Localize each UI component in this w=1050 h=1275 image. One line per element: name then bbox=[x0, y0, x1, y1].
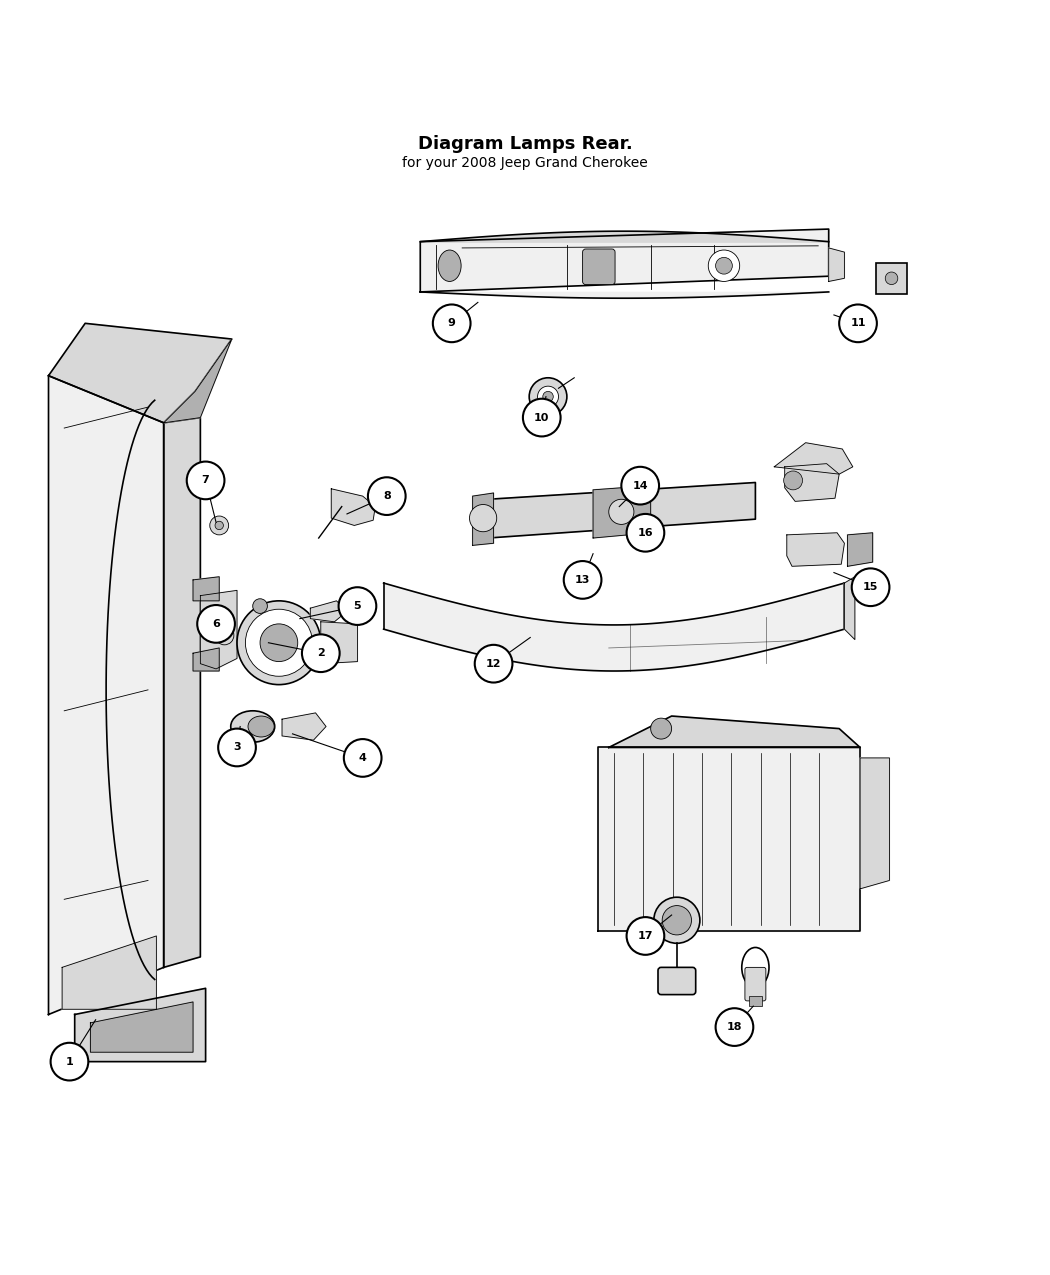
Circle shape bbox=[475, 645, 512, 682]
Polygon shape bbox=[90, 1002, 193, 1052]
Text: 18: 18 bbox=[727, 1023, 742, 1031]
FancyBboxPatch shape bbox=[749, 996, 761, 1006]
Polygon shape bbox=[193, 648, 219, 671]
Text: Diagram Lamps Rear.: Diagram Lamps Rear. bbox=[418, 135, 632, 153]
Text: 16: 16 bbox=[637, 528, 653, 538]
Text: 15: 15 bbox=[863, 583, 878, 592]
Circle shape bbox=[215, 626, 234, 645]
Polygon shape bbox=[598, 747, 860, 931]
Circle shape bbox=[564, 561, 602, 599]
Text: for your 2008 Jeep Grand Cherokee: for your 2008 Jeep Grand Cherokee bbox=[402, 156, 648, 170]
Polygon shape bbox=[62, 936, 156, 1010]
Circle shape bbox=[220, 631, 229, 640]
Polygon shape bbox=[321, 622, 357, 664]
Polygon shape bbox=[311, 601, 347, 622]
FancyBboxPatch shape bbox=[876, 263, 907, 295]
Circle shape bbox=[716, 258, 732, 274]
Circle shape bbox=[663, 905, 692, 935]
Polygon shape bbox=[282, 713, 327, 739]
FancyBboxPatch shape bbox=[744, 968, 765, 1001]
Polygon shape bbox=[774, 442, 853, 474]
Text: 14: 14 bbox=[632, 481, 648, 491]
FancyBboxPatch shape bbox=[583, 249, 615, 284]
Circle shape bbox=[338, 588, 376, 625]
Circle shape bbox=[885, 272, 898, 284]
Text: 13: 13 bbox=[575, 575, 590, 585]
Polygon shape bbox=[847, 533, 873, 566]
Circle shape bbox=[253, 599, 268, 613]
Ellipse shape bbox=[248, 717, 274, 737]
Circle shape bbox=[215, 521, 224, 529]
Circle shape bbox=[246, 609, 313, 676]
Polygon shape bbox=[164, 418, 201, 968]
Text: 1: 1 bbox=[65, 1057, 74, 1067]
Circle shape bbox=[50, 1043, 88, 1080]
Circle shape bbox=[609, 500, 634, 524]
Text: 12: 12 bbox=[486, 659, 501, 668]
Circle shape bbox=[343, 740, 381, 776]
Circle shape bbox=[852, 569, 889, 606]
Polygon shape bbox=[844, 576, 855, 640]
Circle shape bbox=[538, 386, 559, 407]
Ellipse shape bbox=[231, 710, 275, 742]
Circle shape bbox=[218, 728, 256, 766]
Polygon shape bbox=[828, 247, 844, 282]
Text: 5: 5 bbox=[354, 601, 361, 611]
Ellipse shape bbox=[741, 947, 769, 987]
Polygon shape bbox=[488, 482, 755, 538]
Circle shape bbox=[654, 898, 700, 944]
Polygon shape bbox=[860, 757, 889, 889]
Circle shape bbox=[716, 1009, 753, 1046]
Circle shape bbox=[237, 601, 321, 685]
Text: 9: 9 bbox=[447, 319, 456, 329]
Circle shape bbox=[187, 462, 225, 500]
Text: 10: 10 bbox=[534, 413, 549, 422]
Polygon shape bbox=[786, 533, 844, 566]
Ellipse shape bbox=[438, 250, 461, 282]
Circle shape bbox=[433, 305, 470, 342]
Circle shape bbox=[469, 505, 497, 532]
Circle shape bbox=[622, 467, 659, 505]
Polygon shape bbox=[48, 376, 164, 1015]
Circle shape bbox=[260, 623, 298, 662]
Polygon shape bbox=[420, 230, 828, 292]
Circle shape bbox=[197, 606, 235, 643]
Text: 2: 2 bbox=[317, 648, 324, 658]
Circle shape bbox=[368, 477, 405, 515]
Polygon shape bbox=[193, 576, 219, 601]
Circle shape bbox=[839, 305, 877, 342]
Circle shape bbox=[709, 250, 739, 282]
Text: 8: 8 bbox=[383, 491, 391, 501]
Circle shape bbox=[523, 399, 561, 436]
Polygon shape bbox=[201, 590, 237, 669]
Text: 7: 7 bbox=[202, 476, 209, 486]
Polygon shape bbox=[75, 988, 206, 1062]
Polygon shape bbox=[164, 339, 232, 423]
Polygon shape bbox=[784, 464, 839, 501]
Polygon shape bbox=[472, 493, 493, 546]
Text: 4: 4 bbox=[359, 754, 366, 762]
Text: 11: 11 bbox=[850, 319, 866, 329]
Text: 3: 3 bbox=[233, 742, 240, 752]
Circle shape bbox=[627, 917, 665, 955]
Circle shape bbox=[210, 516, 229, 536]
Polygon shape bbox=[48, 324, 232, 423]
Circle shape bbox=[543, 391, 553, 402]
Circle shape bbox=[783, 470, 802, 490]
Text: 6: 6 bbox=[212, 618, 220, 629]
Polygon shape bbox=[331, 488, 375, 525]
Circle shape bbox=[302, 635, 339, 672]
Text: 17: 17 bbox=[637, 931, 653, 941]
Polygon shape bbox=[593, 486, 651, 538]
Circle shape bbox=[627, 514, 665, 552]
Polygon shape bbox=[609, 717, 860, 747]
Circle shape bbox=[529, 377, 567, 416]
FancyBboxPatch shape bbox=[658, 968, 696, 994]
Circle shape bbox=[651, 718, 672, 740]
